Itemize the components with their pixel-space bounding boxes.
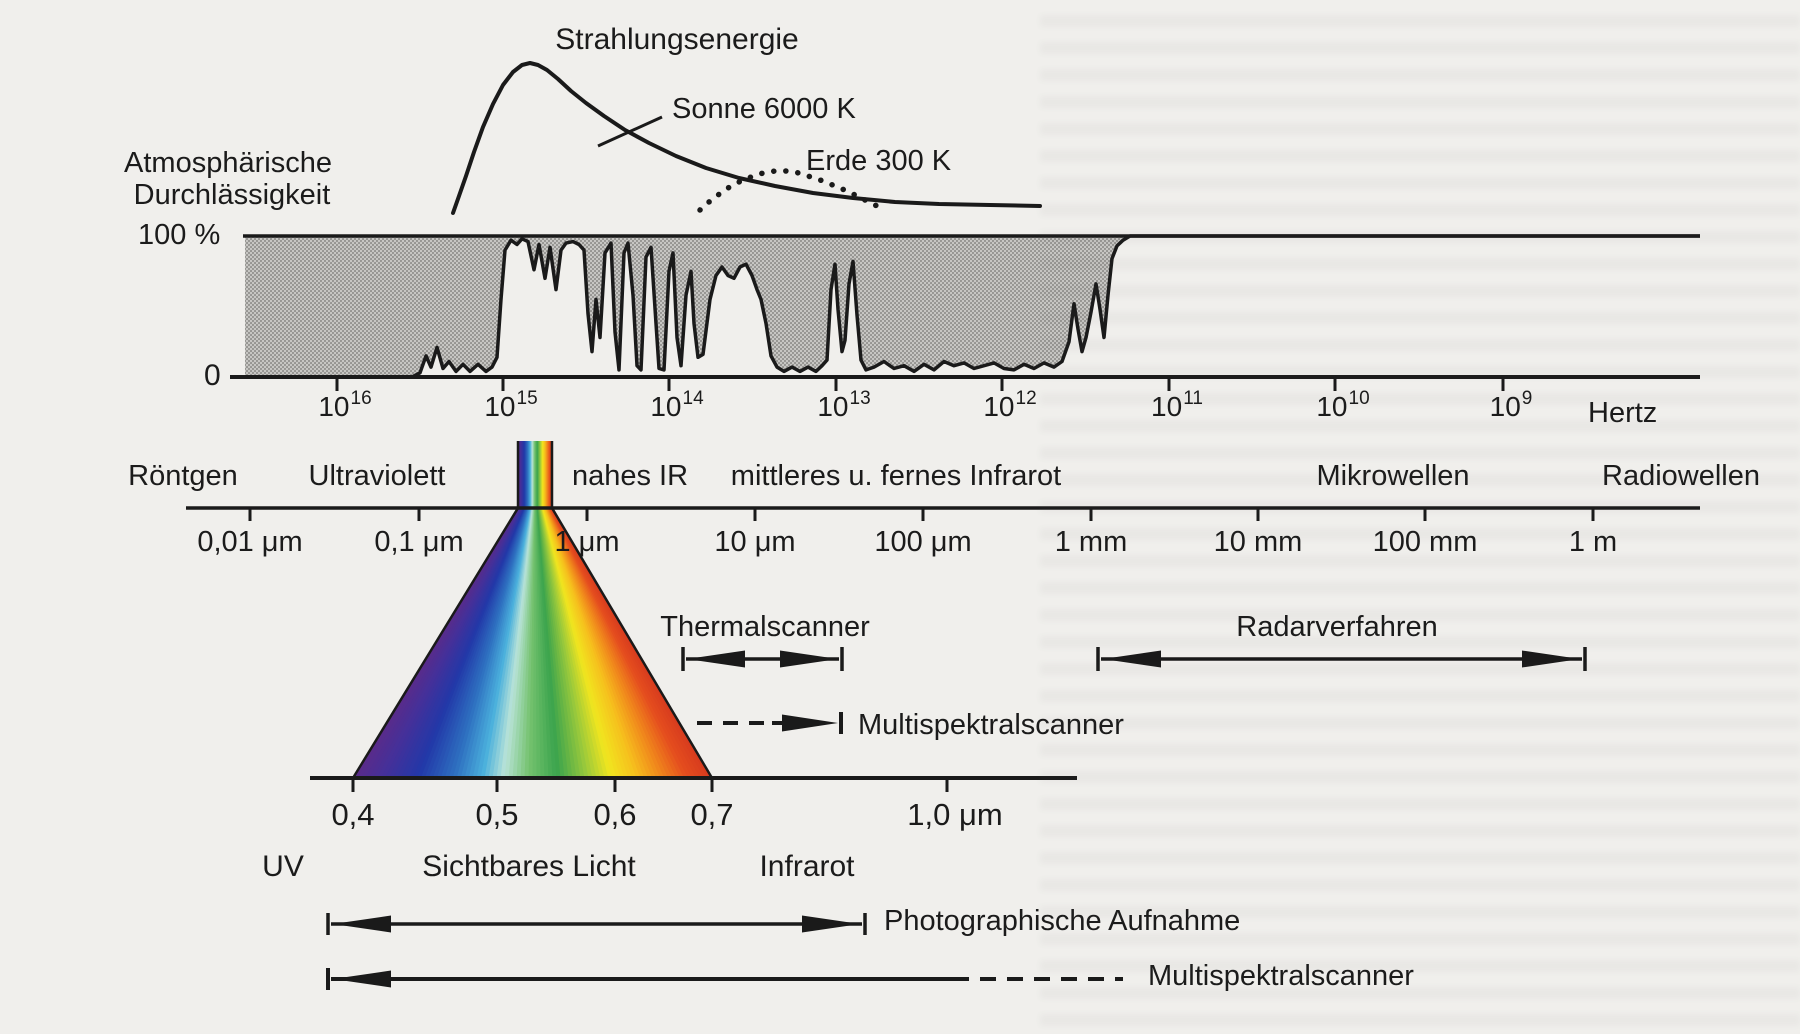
atmospheric-transmissivity-band [245,234,1700,379]
multispektral-lower-label: Multispektralscanner [1148,960,1414,992]
freq-tick-1e15: 1015 [484,388,538,422]
freq-tick-1e16: 1016 [318,388,372,422]
wl-tick-001um: 0,01 μm [197,526,303,558]
region-mikrowellen: Mikrowellen [1316,460,1470,492]
freq-axis-unit: Hertz [1588,397,1658,429]
wl-tick-100mm: 100 mm [1372,526,1478,558]
freq-tick-1e13: 1013 [817,388,871,422]
radiation-title: Strahlungsenergie [555,23,799,56]
vis-tick-05: 0,5 [475,797,519,832]
freq-tick-1e9: 109 [1489,388,1533,422]
region-radiowellen: Radiowellen [1602,460,1760,492]
multispectral-upper-range-arrow [697,712,843,734]
transmissivity-100pct-label: 100 % [138,219,221,251]
sun-label-pointer-line [597,115,663,148]
wl-tick-1mm: 1 mm [1054,526,1128,558]
photographische-aufnahme-label: Photographische Aufnahme [884,905,1241,937]
wl-tick-1m: 1 m [1568,526,1618,558]
freq-tick-1e11: 1011 [1151,388,1203,422]
transmissivity-axis-label-line2: Durchlässigkeit [133,179,331,211]
freq-tick-1e14: 1014 [650,388,704,422]
frequency-axis-ticks [335,377,1505,391]
band-uv-label: UV [262,850,304,883]
radiation-curves [451,61,1042,215]
wl-tick-10mm: 10 mm [1213,526,1303,558]
region-ultraviolett: Ultraviolett [308,460,446,492]
region-mittleres-fernes-ir: mittleres u. fernes Infrarot [730,460,1062,492]
region-roentgen: Röntgen [128,460,238,492]
photographic-range-arrow [326,913,867,935]
multispектral-upper-label: Multispektralscanner [858,709,1124,741]
radarverfahren-label: Radarverfahren [1236,611,1438,643]
sun-curve-label: Sonne 6000 K [672,93,856,125]
vis-tick-04: 0,4 [331,797,375,832]
visible-spectrum-cone [353,441,713,778]
thermalscanner-range-arrow [681,647,844,671]
vis-tick-10um: 1,0 μm [907,797,1003,832]
wl-tick-100um: 100 μm [874,526,972,558]
axes-and-arrows [186,115,1700,990]
freq-tick-1e12: 1012 [983,388,1037,422]
band-infrarot-label: Infrarot [759,850,855,883]
wl-tick-01um: 0,1 μm [374,526,464,558]
region-nahes-ir: nahes IR [571,460,689,492]
wavelength-axis-ticks [248,508,1595,521]
multispectral-lower-range-arrow [326,968,1123,990]
radar-range-arrow [1096,647,1587,671]
transmissivity-axis-label-line1: Atmosphärische [124,147,332,179]
vis-tick-06: 0,6 [593,797,637,832]
visible-axis-ticks [351,778,949,792]
spectrum-cone-outline [351,441,714,779]
vis-tick-07: 0,7 [690,797,734,832]
transmissivity-0-label: 0 [204,359,221,392]
thermalscanner-label: Thermalscanner [660,611,870,643]
freq-tick-1e10: 1010 [1316,388,1370,422]
wl-tick-1um: 1 μm [554,526,620,558]
wl-tick-10um: 10 μm [714,526,796,558]
band-sichtbares-licht-label: Sichtbares Licht [422,850,636,883]
earth-curve-label: Erde 300 K [806,145,952,177]
